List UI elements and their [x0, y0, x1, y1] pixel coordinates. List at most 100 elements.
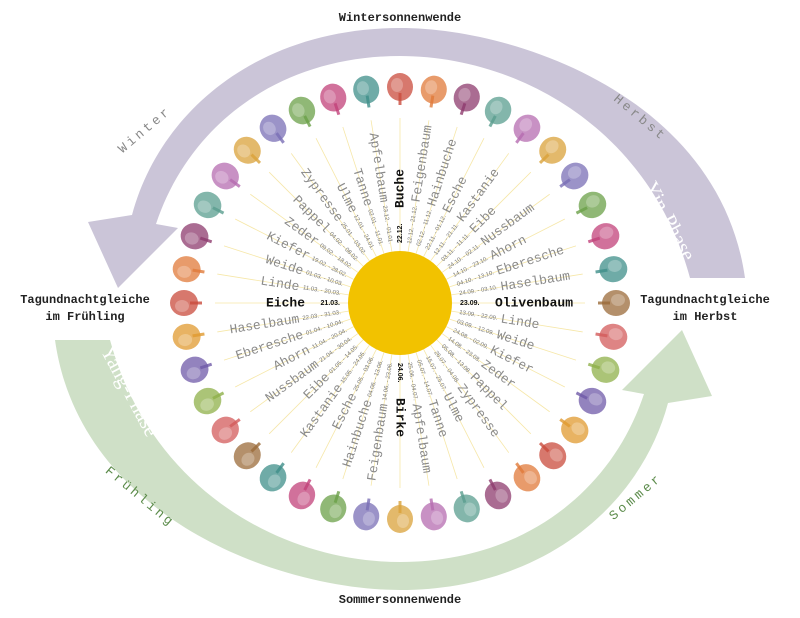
tree-crown [353, 75, 380, 104]
tree-icon [180, 356, 213, 383]
date-label: 11.03. - 20.03. [302, 285, 341, 297]
tree-crown [567, 166, 582, 179]
tree-icon [353, 498, 380, 531]
tree-crown [329, 504, 342, 519]
spoke [446, 218, 566, 280]
tree-icon [484, 478, 512, 510]
tree-crown [177, 265, 192, 278]
tree-name: Buche [392, 169, 407, 208]
tree-icon [484, 96, 512, 128]
tree-icon [320, 83, 347, 116]
tree-icon [587, 356, 620, 383]
tree-icon [193, 191, 225, 219]
tree-icon [193, 387, 225, 415]
left-label: Tagundnachtgleiche [20, 293, 150, 307]
tree-crown [397, 514, 409, 528]
spoke [223, 245, 351, 288]
date-label: 24.06. [396, 363, 403, 383]
top-label: Wintersonnenwende [339, 11, 461, 25]
date-label: 22.03. - 31.03. [302, 310, 341, 322]
tree-crown [539, 442, 567, 470]
spoke [436, 339, 532, 435]
tree-crown [578, 191, 607, 219]
tree-crown [180, 356, 209, 383]
tree-name: Birke [393, 398, 408, 437]
yang-arrow [55, 330, 712, 590]
spoke [423, 349, 485, 469]
tree-crown [184, 232, 199, 245]
spoke [430, 153, 510, 262]
tree-crown [599, 256, 628, 283]
date-label: 25.06. - 04.07. [406, 362, 418, 401]
tree-crown [591, 223, 620, 250]
tree-crown [464, 502, 477, 517]
spoke [250, 193, 359, 273]
tree-crown [292, 103, 305, 117]
tree-crown [561, 416, 589, 444]
tree-icon [259, 114, 287, 144]
tree-crown [180, 223, 209, 250]
tree-crown [193, 387, 222, 415]
spoke [342, 126, 385, 254]
date-label: 23.12. - 01.01. [381, 205, 393, 244]
tree-crown [288, 96, 316, 125]
tree-icon [180, 223, 213, 250]
tree-crown [495, 489, 508, 503]
tree-crown [186, 367, 201, 380]
date-label: 14.06. - 23.06. [382, 362, 394, 401]
spoke [290, 153, 370, 262]
spoke [441, 193, 550, 273]
tree-icon [538, 441, 567, 470]
tree-icon [172, 323, 205, 350]
tree-crown [259, 464, 287, 492]
tree-crown [608, 328, 623, 341]
tree-crown [356, 81, 369, 96]
tree-crown [362, 511, 375, 526]
tree-crown [420, 75, 447, 104]
spoke [451, 310, 583, 333]
spoke [415, 126, 458, 254]
tree-icon [595, 323, 628, 350]
tree-crown [458, 87, 471, 102]
tree-icon [559, 416, 589, 444]
tree-crown [599, 226, 614, 239]
spoke [223, 318, 351, 361]
tree-icon [288, 96, 316, 128]
right-label: Tagundnachtgleiche [640, 293, 770, 307]
tree-crown [211, 416, 239, 444]
sun [348, 251, 452, 355]
tree-crown [320, 83, 347, 112]
spoke [436, 171, 532, 267]
tree-crown [602, 290, 630, 316]
tree-icon [420, 75, 447, 108]
tree-crown [561, 162, 589, 190]
tree-crown [513, 464, 541, 492]
left-label: im Frühling [45, 310, 124, 324]
tree-crown [539, 136, 567, 164]
spoke [449, 245, 577, 288]
tree-crown [211, 162, 239, 190]
spoke [290, 344, 370, 453]
tree-crown [193, 191, 222, 219]
tree-crown [323, 89, 336, 104]
tree-crown [391, 78, 403, 92]
bottom-label: Sommersonnenwende [339, 593, 461, 607]
tree-crown [591, 356, 620, 383]
tree-crown [387, 73, 413, 101]
spoke [370, 354, 393, 486]
tree-icon [353, 75, 380, 108]
tree-crown [545, 140, 559, 154]
tree-crown [387, 505, 413, 533]
tree-icon [575, 191, 607, 219]
tree-icon [233, 441, 262, 470]
tree-crown [218, 427, 233, 440]
tree-icon [288, 478, 316, 510]
tree-crown [197, 200, 212, 213]
tree-crown [484, 96, 512, 125]
tree-icon [513, 114, 541, 144]
tree-crown [237, 144, 251, 158]
tree-icon [211, 416, 241, 444]
tree-icon [320, 490, 347, 523]
date-label: 12.12. - 21.12. [407, 205, 419, 244]
tree-name: Olivenbaum [495, 295, 573, 310]
